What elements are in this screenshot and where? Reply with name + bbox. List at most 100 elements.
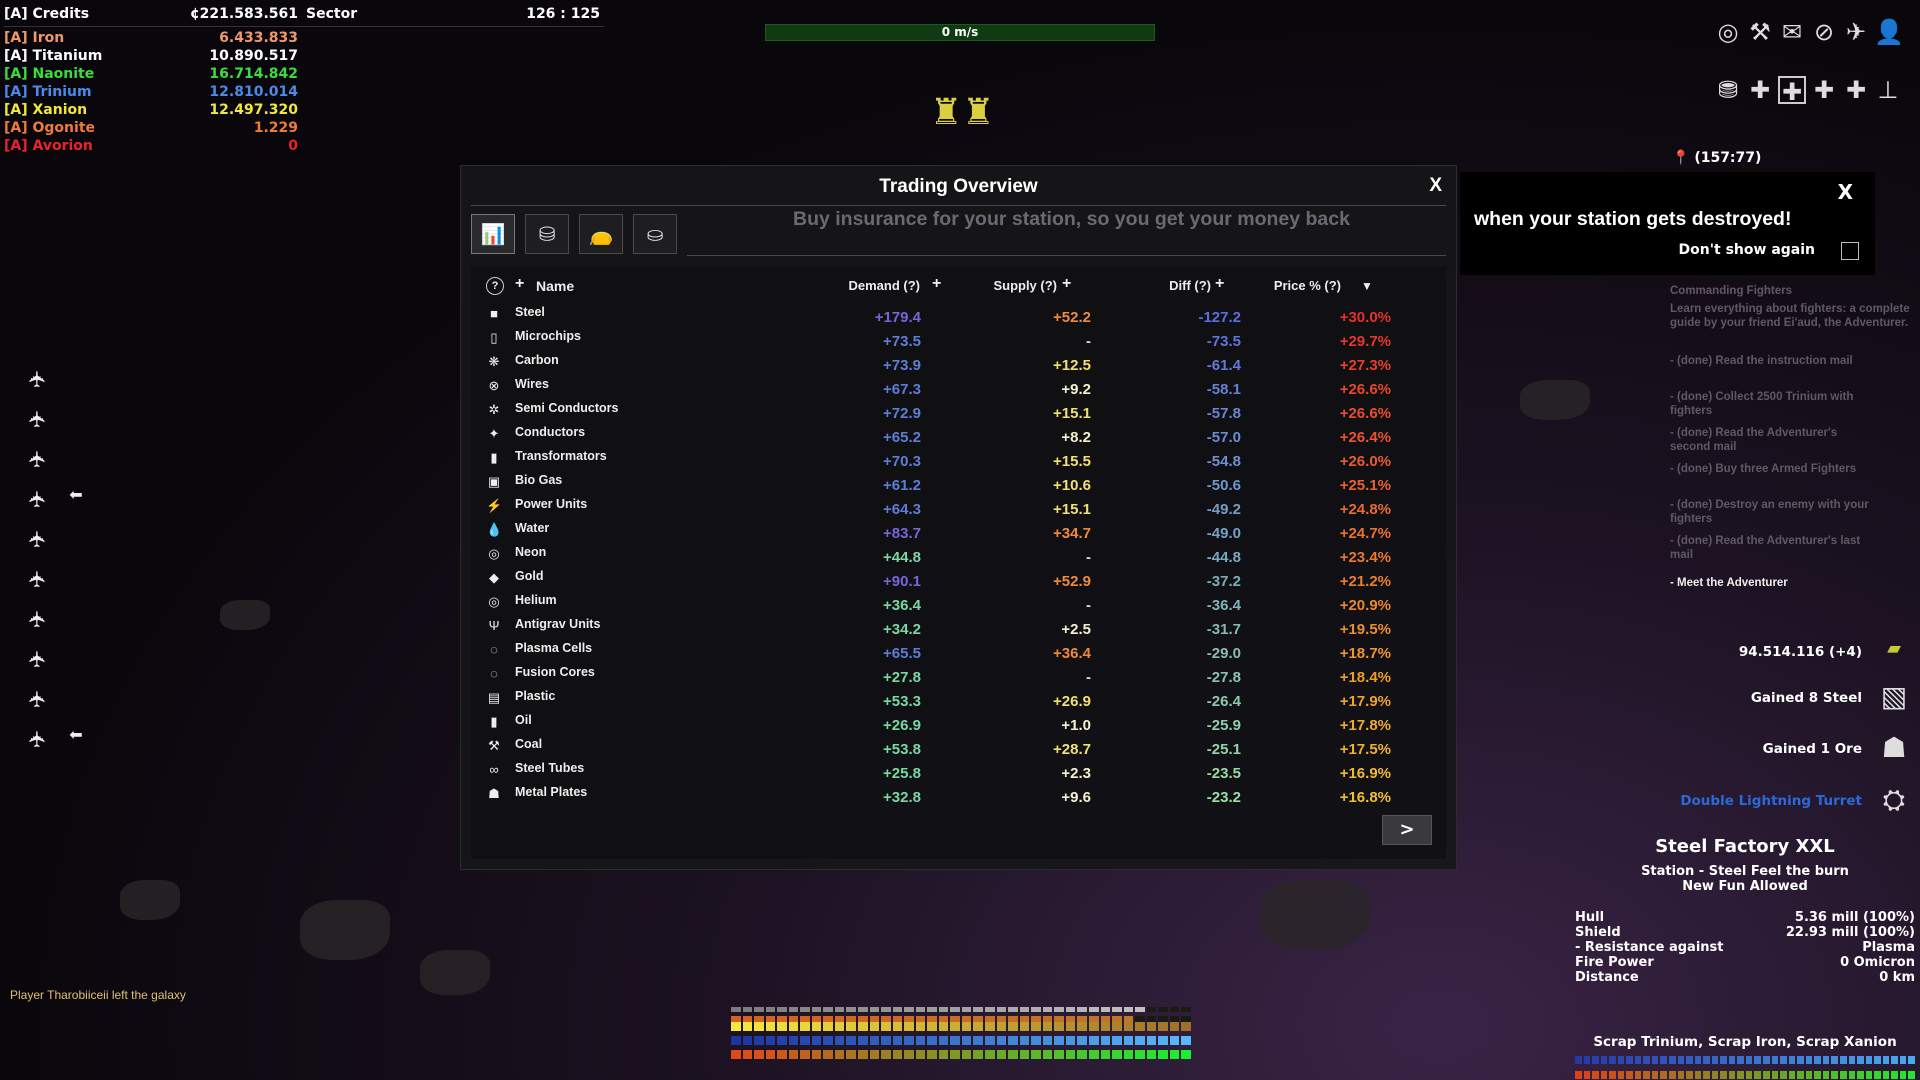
credits-row: [A] Credits ¢221.583.561	[4, 6, 298, 24]
fighter-squad-icon[interactable]: ✈	[26, 369, 51, 389]
bar-segment	[742, 1036, 753, 1045]
puzzle-icon[interactable]: ✚	[1813, 76, 1835, 104]
commodity-icon: ◌	[490, 642, 498, 657]
close-button[interactable]: X	[1429, 175, 1442, 196]
bar-segment	[742, 1016, 753, 1022]
tab-bag[interactable]: 👝	[579, 214, 623, 254]
commodity-name: Bio Gas	[515, 473, 563, 487]
table-row[interactable]: ■ Steel +179.4 +52.2 -127.2 +30.0%	[471, 304, 1446, 328]
puzzle-icon[interactable]: ✚	[1845, 76, 1867, 104]
fighter-squad-icon[interactable]: ✈	[26, 569, 51, 589]
target-subtitle-2: New Fun Allowed	[1682, 879, 1808, 894]
header-supply[interactable]: Supply (?)	[993, 278, 1057, 293]
player-icon[interactable]: 👤	[1874, 18, 1904, 46]
fighter-squad-icon[interactable]: ✈	[26, 449, 51, 469]
bar-segment	[904, 1016, 914, 1022]
bar-segment	[1169, 1016, 1180, 1022]
bar-segment	[731, 1007, 741, 1012]
add-demand-button[interactable]: +	[932, 275, 942, 292]
table-row[interactable]: ❋ Carbon +73.9 +12.5 -61.4 +27.3%	[471, 352, 1446, 376]
header-name[interactable]: Name	[536, 278, 575, 294]
dont-show-again-checkbox[interactable]	[1841, 242, 1859, 260]
bar-segment	[1181, 1016, 1191, 1022]
tab-goods[interactable]: ⛁	[525, 214, 569, 254]
bar-segment	[846, 1036, 857, 1045]
header-diff[interactable]: Diff (?)	[1169, 278, 1211, 293]
cell-price: +23.4%	[1339, 549, 1391, 566]
trade-icon[interactable]: ⛃	[1717, 76, 1739, 104]
header-price[interactable]: Price % (?)	[1273, 278, 1341, 293]
fighter-squad-icon[interactable]: ✈	[26, 489, 51, 509]
bar-segment	[1882, 1071, 1890, 1079]
bar-segment	[1575, 1056, 1582, 1064]
compass-icon[interactable]: ⊘	[1813, 18, 1835, 46]
resource-row: [A] Titanium 10.890.517	[4, 48, 298, 66]
table-row[interactable]: ⊗ Wires +67.3 +9.2 -58.1 +26.6%	[471, 376, 1446, 400]
tab-coins[interactable]: ⛀	[633, 214, 677, 254]
header-demand[interactable]: Demand (?)	[848, 278, 921, 293]
bar-segment	[1031, 1016, 1041, 1022]
table-row[interactable]: ◌ Fusion Cores +27.8 - -27.8 +18.4%	[471, 664, 1446, 688]
cell-demand: +72.9	[883, 405, 921, 422]
fighter-squad-icon[interactable]: ✈	[26, 409, 51, 429]
table-row[interactable]: ▣ Bio Gas +61.2 +10.6 -50.6 +25.1%	[471, 472, 1446, 496]
help-icon[interactable]: ?	[486, 277, 504, 295]
bar-segment	[1771, 1056, 1779, 1064]
bar-segment	[869, 1036, 880, 1045]
fighter-squad-icon[interactable]: ✈	[26, 609, 51, 629]
fighter-squad-icon[interactable]: ✈	[26, 649, 51, 669]
bar-segment	[1634, 1071, 1642, 1079]
add-supply-button[interactable]: +	[1062, 275, 1072, 292]
resource-label: [A] Titanium	[4, 48, 103, 64]
table-row[interactable]: ▮ Transformators +70.3 +15.5 -54.8 +26.0%	[471, 448, 1446, 472]
cell-supply: +2.5	[1061, 621, 1091, 638]
bar-segment	[915, 1016, 926, 1022]
fighter-squad-icon[interactable]: ✈	[26, 729, 51, 749]
station-icon[interactable]: ⊥	[1877, 76, 1899, 104]
table-row[interactable]: ✦ Conductors +65.2 +8.2 -57.0 +26.4%	[471, 424, 1446, 448]
build-icon[interactable]: ⚒	[1749, 18, 1771, 46]
table-row[interactable]: 💧 Water +83.7 +34.7 -49.0 +24.7%	[471, 520, 1446, 544]
fighter-squad-icon[interactable]: ✈	[26, 529, 51, 549]
commodity-icon: ◎	[488, 546, 500, 561]
table-row[interactable]: ☗ Metal Plates +32.8 +9.6 -23.2 +16.8%	[471, 784, 1446, 808]
cell-demand: +27.8	[883, 669, 921, 686]
table-row[interactable]: ◎ Helium +36.4 - -36.4 +20.9%	[471, 592, 1446, 616]
cell-diff: -50.6	[1206, 477, 1241, 494]
fighter-squad-icon[interactable]: ✈	[26, 689, 51, 709]
mission-description: Learn everything about fighters: a compl…	[1670, 303, 1910, 329]
strategy-icon[interactable]: ◎	[1717, 18, 1739, 46]
mail-icon[interactable]: ✉	[1781, 18, 1803, 46]
add-diff-button[interactable]: +	[1215, 275, 1225, 292]
next-page-button[interactable]: >	[1382, 815, 1432, 845]
sort-desc-icon[interactable]: ▼	[1361, 279, 1373, 293]
cell-demand: +73.5	[883, 333, 921, 350]
bar-segment	[996, 1022, 1007, 1031]
table-row[interactable]: ▤ Plastic +53.3 +26.9 -26.4 +17.9%	[471, 688, 1446, 712]
tab-overview[interactable]: 📊	[471, 214, 515, 254]
bar-segment	[996, 1007, 1007, 1012]
table-row[interactable]: Ψ Antigrav Units +34.2 +2.5 -31.7 +19.5%	[471, 616, 1446, 640]
table-row[interactable]: ▮ Oil +26.9 +1.0 -25.9 +17.8%	[471, 712, 1446, 736]
table-row[interactable]: ▯ Microchips +73.5 - -73.5 +29.7%	[471, 328, 1446, 352]
table-row[interactable]: ✲ Semi Conductors +72.9 +15.1 -57.8 +26.6%	[471, 400, 1446, 424]
table-row[interactable]: ◎ Neon +44.8 - -44.8 +23.4%	[471, 544, 1446, 568]
station-marker-icon[interactable]: ♜♜	[930, 92, 995, 133]
puzzle-icon[interactable]: ✚	[1778, 76, 1806, 106]
table-row[interactable]: ◌ Plasma Cells +65.5 +36.4 -29.0 +18.7%	[471, 640, 1446, 664]
bar-segment	[1088, 1016, 1099, 1022]
bar-segment	[927, 1016, 937, 1022]
table-row[interactable]: ∞ Steel Tubes +25.8 +2.3 -23.5 +16.9%	[471, 760, 1446, 784]
bar-segment	[869, 1016, 880, 1022]
table-row[interactable]: ⚒ Coal +53.8 +28.7 -25.1 +17.5%	[471, 736, 1446, 760]
add-name-button[interactable]: +	[515, 275, 525, 292]
resource-label: [A] Trinium	[4, 84, 92, 100]
table-row[interactable]: ◆ Gold +90.1 +52.9 -37.2 +21.2%	[471, 568, 1446, 592]
table-row[interactable]: ⚡ Power Units +64.3 +15.1 -49.2 +24.8%	[471, 496, 1446, 520]
mission-title[interactable]: Commanding Fighters	[1670, 285, 1793, 297]
bar-segment	[1169, 1036, 1180, 1045]
ship-icon[interactable]: ✈	[1845, 18, 1867, 46]
bar-segment	[800, 1022, 810, 1031]
puzzle-icon[interactable]: ✚	[1749, 76, 1771, 104]
popup-close-button[interactable]: X	[1837, 180, 1853, 204]
